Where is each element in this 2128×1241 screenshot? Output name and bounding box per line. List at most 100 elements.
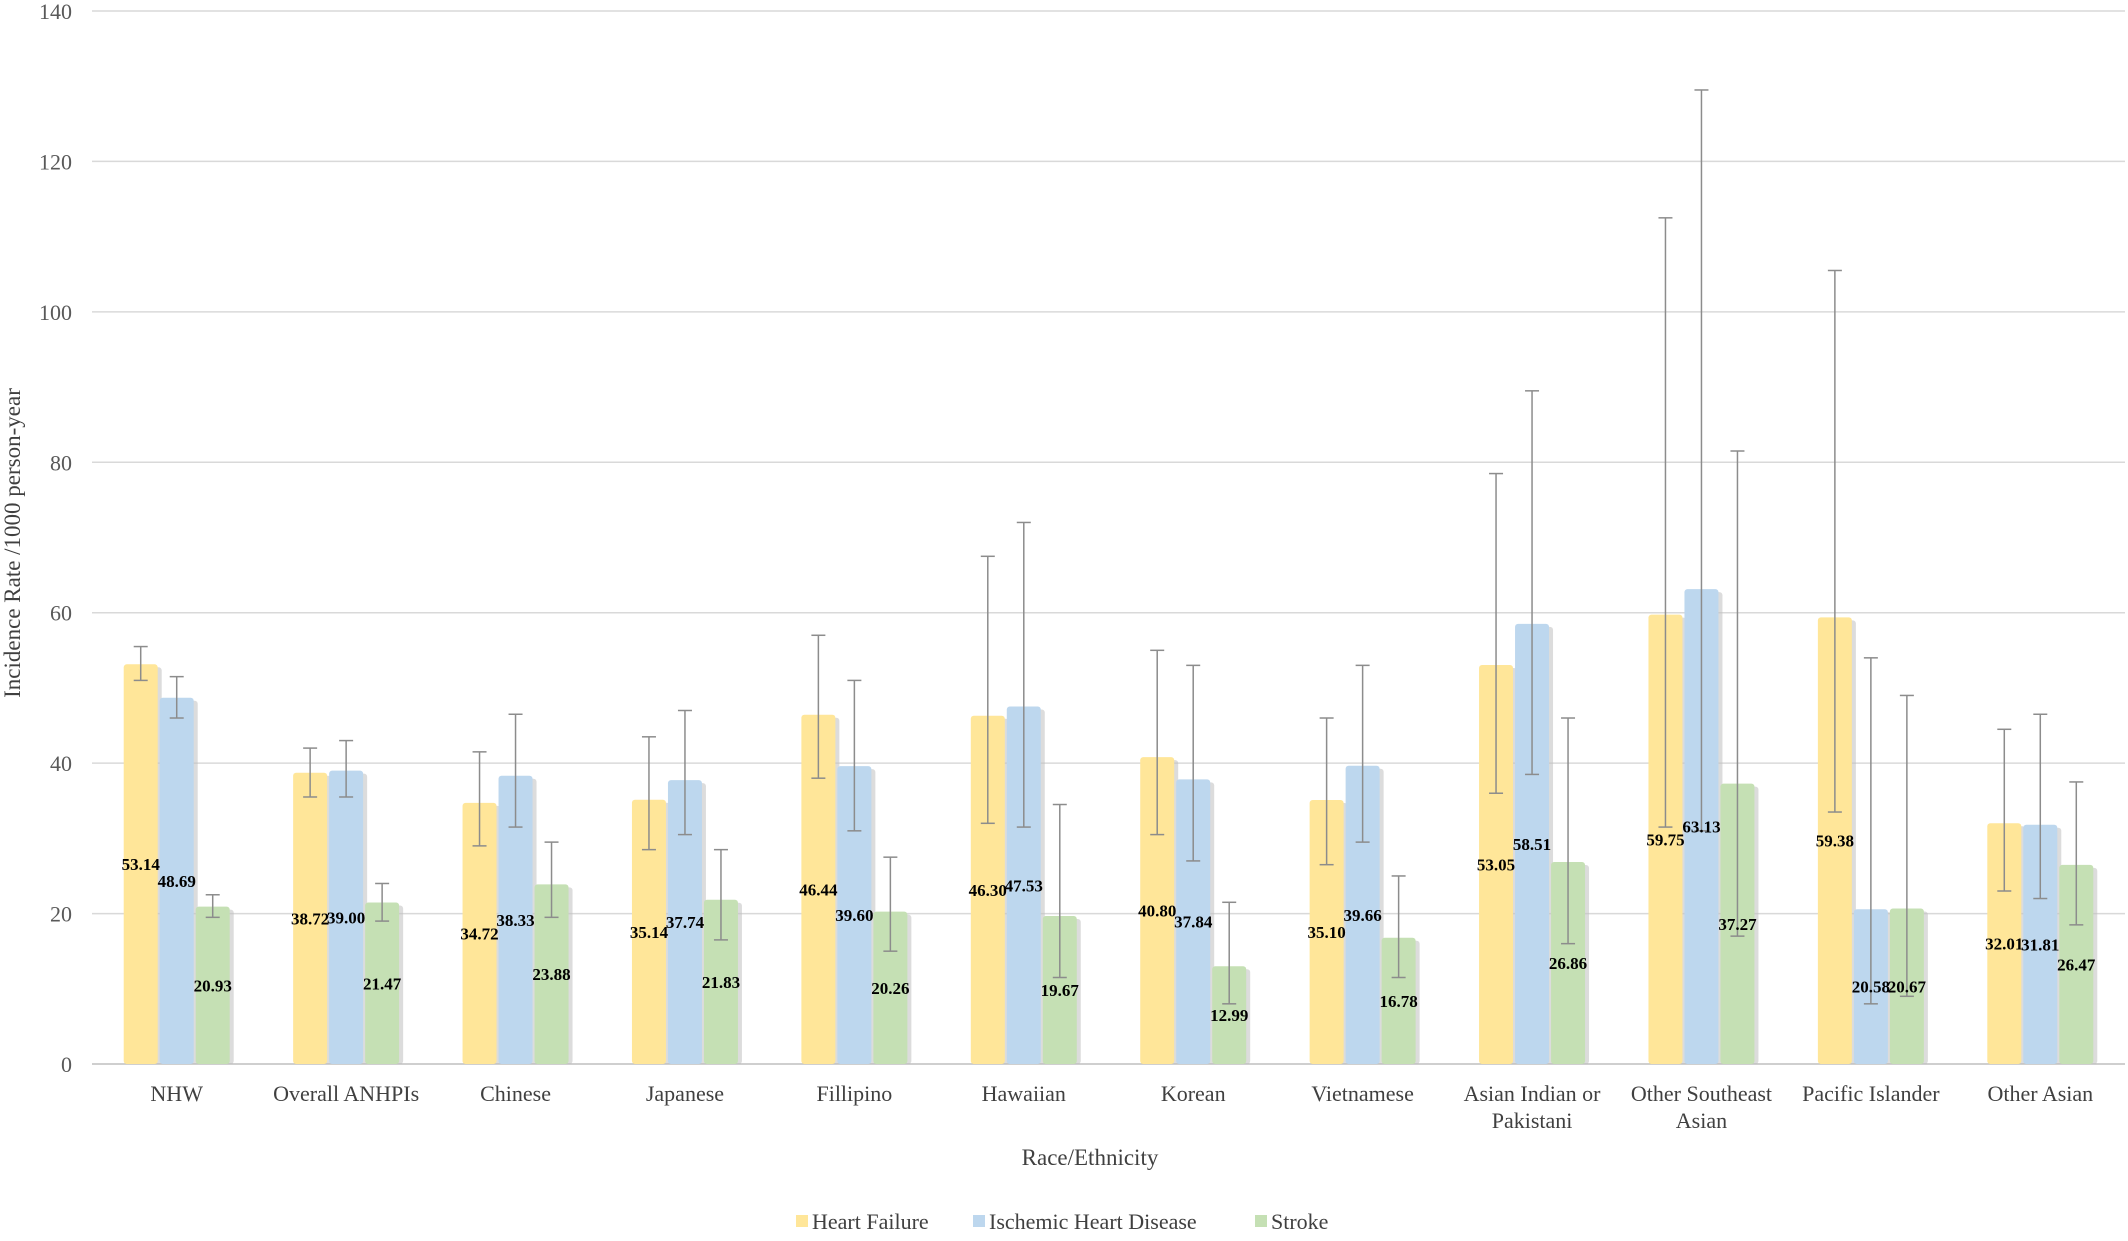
y-axis-title: Incidence Rate /1000 person-year [0,388,25,698]
bar [2059,864,2094,1064]
y-tick-label: 0 [61,1052,72,1077]
data-label: 46.30 [969,881,1007,900]
bar [195,906,230,1064]
bar [631,799,666,1064]
bar [2023,824,2058,1064]
bar [703,899,738,1064]
data-label: 35.14 [630,923,669,942]
y-tick-label: 100 [39,300,72,325]
data-label: 23.88 [532,965,570,984]
x-category-label: Pacific Islander [1802,1081,1940,1106]
bar [1817,617,1852,1064]
bar [123,664,158,1064]
bars [123,589,2098,1064]
x-category-label: Japanese [646,1081,724,1106]
x-category-label: Overall ANHPIs [273,1081,419,1106]
y-tick-label: 20 [50,902,72,927]
bar [1176,779,1211,1064]
legend-swatch [973,1215,985,1227]
bar [365,902,400,1064]
data-label: 63.13 [1682,818,1720,837]
legend-swatch [796,1215,808,1227]
data-label: 31.81 [2021,935,2059,954]
bar [1551,861,1586,1064]
data-label: 35.10 [1308,923,1346,942]
data-label: 12.99 [1210,1006,1248,1025]
data-label: 21.47 [363,974,402,993]
bar [329,770,364,1064]
legend-label: Ischemic Heart Disease [989,1209,1197,1234]
bar [534,884,569,1064]
legend-label: Stroke [1271,1209,1328,1234]
data-label: 58.51 [1513,835,1551,854]
data-label: 59.38 [1816,832,1854,851]
data-label: 46.44 [799,880,838,899]
bar [1381,937,1416,1064]
data-label: 20.93 [194,976,232,995]
x-category-label: Korean [1161,1081,1226,1106]
bar [1648,614,1683,1064]
data-label: 37.84 [1174,913,1213,932]
data-label: 39.60 [835,906,873,925]
data-label: 39.66 [1344,906,1382,925]
x-category-label: Pakistani [1492,1108,1573,1133]
bar [667,780,702,1064]
bar [1006,706,1041,1064]
gridlines [92,10,2125,1065]
error-bars [133,89,2084,1005]
bar [462,802,497,1064]
data-label: 20.67 [1888,977,1927,996]
x-category-label: Chinese [480,1081,551,1106]
bar [159,697,194,1064]
data-label: 38.33 [496,911,534,930]
x-category-label: Asian [1676,1108,1727,1133]
bar [873,911,908,1064]
legend: Heart Failure Ischemic Heart Disease Strok… [796,1209,1328,1234]
x-category-label: Asian Indian or [1464,1081,1602,1106]
bar [1345,765,1380,1064]
data-label: 32.01 [1985,935,2023,954]
data-label: 20.58 [1852,978,1890,997]
bar [498,775,533,1064]
bar [1309,799,1344,1064]
x-category-label: Other Asian [1987,1081,2093,1106]
bar [970,715,1005,1064]
x-category-label: Fillipino [816,1081,892,1106]
data-label: 16.78 [1380,992,1418,1011]
y-tick-label: 140 [39,0,72,24]
data-label: 59.75 [1646,830,1684,849]
data-label: 48.69 [158,872,196,891]
legend-label: Heart Failure [812,1209,929,1234]
data-label: 34.72 [460,924,498,943]
data-label: 53.05 [1477,855,1515,874]
bar [293,772,328,1064]
bar [1140,757,1175,1064]
x-axis-title: Race/Ethnicity [1022,1145,1159,1170]
y-tick-label: 40 [50,751,72,776]
bar [1515,623,1550,1064]
bar [1042,916,1077,1064]
x-category-label: NHW [150,1081,203,1106]
data-label: 37.27 [1718,915,1757,934]
x-category-label: Vietnamese [1311,1081,1414,1106]
x-category-label: Other Southeast [1631,1081,1772,1106]
bar [801,714,836,1064]
y-tick-label: 120 [39,149,72,174]
bar [1987,823,2022,1064]
bar [1479,664,1514,1064]
y-axis-ticks: 0 20 40 60 80 100 120 140 [39,0,72,1077]
legend-swatch [1255,1215,1267,1227]
bar [837,766,872,1064]
data-label: 53.14 [122,855,161,874]
bar [1212,966,1247,1064]
data-label: 21.83 [702,973,740,992]
x-axis-categories: NHW Overall ANHPIs Chinese Japanese Fillipin… [150,1081,2093,1133]
data-label: 19.67 [1041,981,1080,1000]
data-label: 38.72 [291,909,329,928]
y-tick-label: 60 [50,601,72,626]
data-label: 40.80 [1138,902,1176,921]
data-label: 20.26 [871,979,909,998]
data-label: 26.86 [1549,954,1587,973]
